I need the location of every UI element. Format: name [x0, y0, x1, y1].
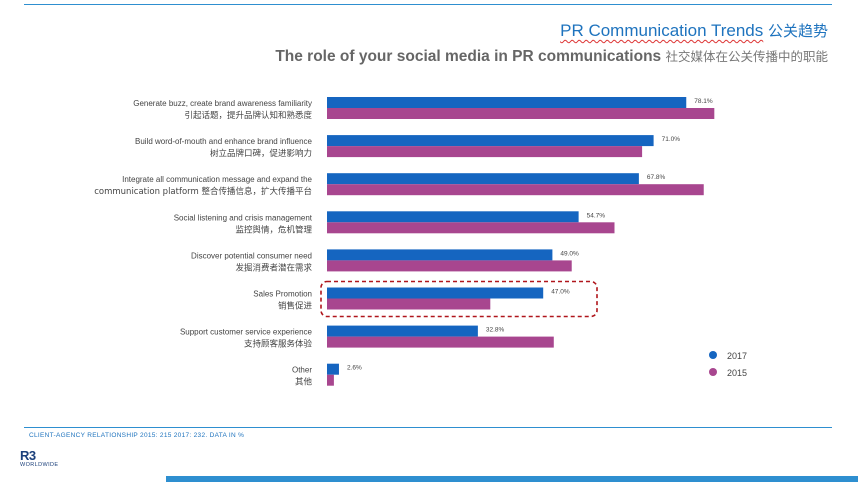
data-label-2017: 71.0%: [662, 136, 681, 143]
category-label-line1: Other: [292, 366, 312, 375]
category-label-line2: 支持顾客服务体验: [244, 339, 313, 350]
legend-label-2015: 2015: [727, 368, 747, 378]
logo-mark: R3: [20, 448, 36, 463]
logo-subtitle: WORLDWIDE: [20, 462, 59, 468]
category-label-line1: Support customer service experience: [180, 328, 313, 337]
bar-2015: [327, 222, 615, 234]
bar-2015: [327, 336, 554, 348]
legend-marker-2017: [709, 351, 717, 359]
category-label-line2: 销售促进: [278, 301, 313, 312]
data-label-2017: 78.1%: [694, 98, 713, 105]
category-label-line1: Generate buzz, create brand awareness fa…: [133, 99, 312, 108]
subtitle-english: The role of your social media in PR comm…: [275, 48, 662, 65]
bar-2015: [327, 146, 643, 158]
data-label-2017: 49.0%: [560, 250, 579, 257]
bar-2017: [327, 363, 339, 375]
bar-2015: [327, 108, 715, 119]
subtitle-chinese: 社交媒体在公关传播中的职能: [665, 50, 828, 64]
bar-2017: [327, 97, 687, 108]
bar-2017: [327, 325, 478, 337]
bar-2015: [327, 260, 572, 272]
bottom-divider: [24, 427, 832, 428]
legend-marker-2015: [709, 368, 717, 376]
top-divider: [24, 4, 832, 5]
category-label-line2: 其他: [295, 377, 313, 388]
category-label-line1: Social listening and crisis management: [174, 213, 313, 222]
data-label-2017: 2.6%: [347, 365, 362, 372]
data-label-2017: 47.0%: [551, 289, 570, 296]
category-label-line1: Sales Promotion: [253, 290, 312, 299]
bar-2017: [327, 211, 579, 223]
data-label-2017: 32.8%: [486, 327, 505, 334]
category-label-line1: Build word-of-mouth and enhance brand in…: [135, 137, 313, 146]
company-logo: R3 WORLDWIDE: [20, 449, 64, 473]
page-subtitle: The role of your social media in PR comm…: [275, 46, 828, 66]
title-english: PR Communication Trends: [560, 21, 764, 40]
category-label-line2: 树立品牌口碑，促进影响力: [210, 148, 312, 159]
category-label-line1: Integrate all communication message and …: [122, 175, 312, 184]
data-label-2017: 67.8%: [647, 174, 666, 181]
category-label-line2: 监控舆情，危机管理: [235, 224, 312, 235]
bar-2015: [327, 184, 704, 196]
data-label-2017: 54.7%: [587, 212, 606, 219]
title-chinese: 公关趋势: [767, 23, 828, 40]
page-title: PR Communication Trends 公关趋势: [560, 20, 828, 41]
category-label-line2: 发掘消费者潜在需求: [235, 262, 312, 273]
bar-2017: [327, 173, 639, 185]
bar-2015: [327, 298, 491, 310]
highlight-box: [320, 280, 598, 318]
category-label-line2: 引起话题，提升品牌认知和熟悉度: [184, 110, 312, 121]
bar-2017: [327, 249, 553, 261]
bottom-accent-bar: [166, 476, 858, 482]
category-label-line1: Discover potential consumer need: [191, 251, 312, 260]
category-label-line2: communication platform 整合传播信息，扩大传播平台: [94, 186, 312, 197]
bar-2017: [327, 135, 654, 147]
bar-2017: [327, 287, 544, 299]
footnote: CLIENT-AGENCY RELATIONSHIP 2015: 215 201…: [29, 432, 245, 439]
legend-label-2017: 2017: [727, 351, 747, 361]
bar-2015: [327, 374, 334, 386]
